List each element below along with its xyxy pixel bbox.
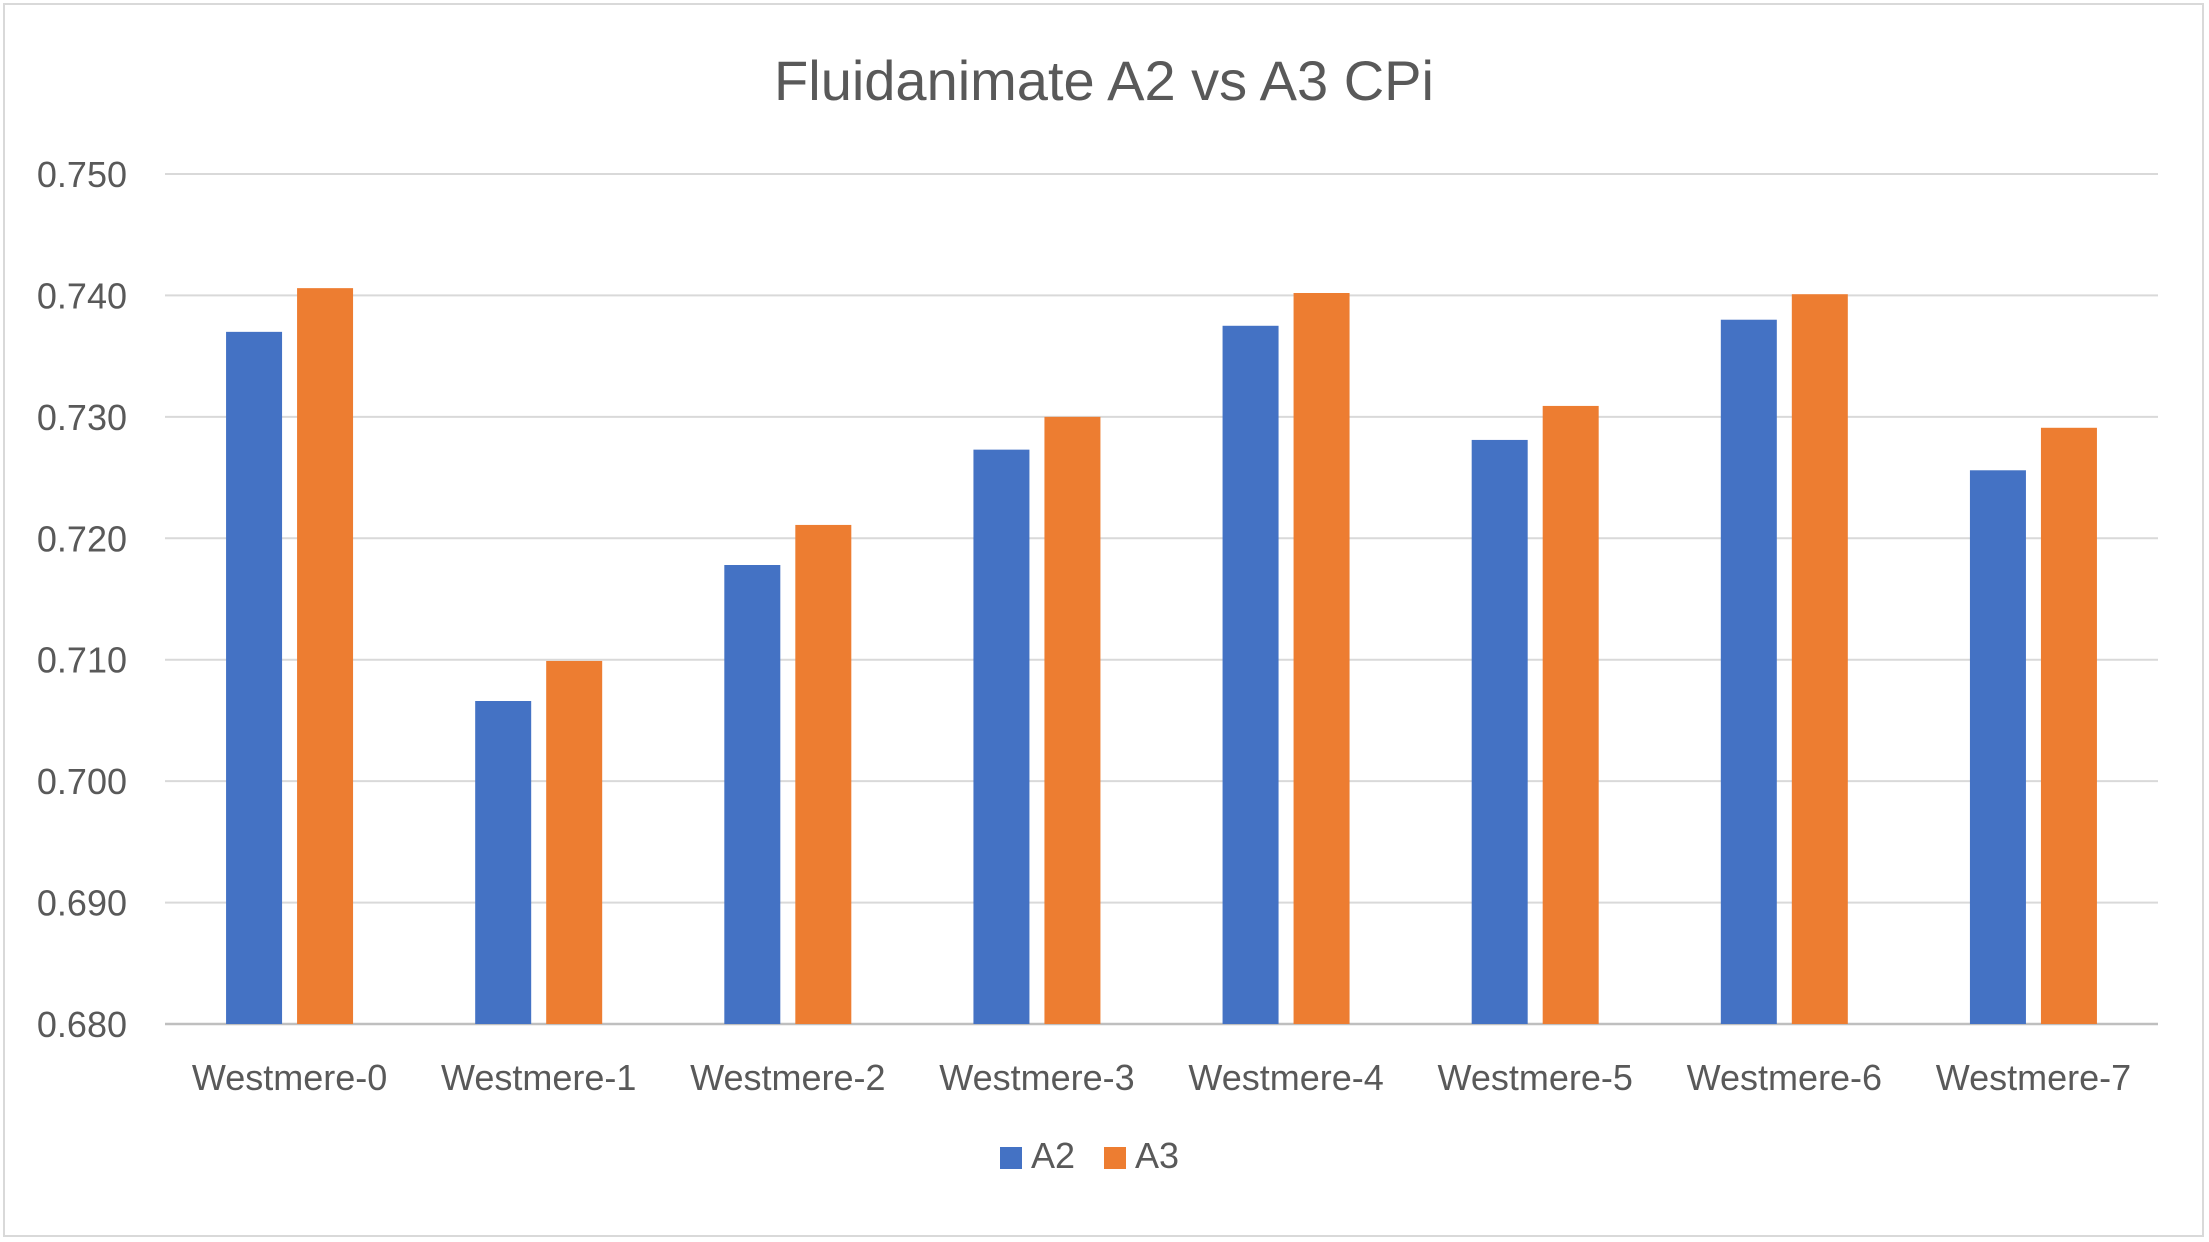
bar-a2-westmere-4	[1222, 325, 1279, 1024]
y-tick-label: 0.680	[37, 1004, 127, 1045]
y-tick-label: 0.700	[37, 761, 127, 802]
gridlines	[165, 173, 2158, 1026]
bar-a2-westmere-0	[226, 331, 283, 1024]
y-tick-label: 0.720	[37, 518, 127, 559]
x-axis-tick-labels: Westmere-0 Westmere-1 Westmere-2 Westmere-3…	[192, 1057, 2131, 1098]
bar-a3-westmere-4	[1293, 293, 1350, 1024]
y-tick-label: 0.730	[37, 397, 127, 438]
x-tick-label: Westmere-0	[192, 1057, 387, 1098]
y-tick-label: 0.740	[37, 275, 127, 316]
bars	[226, 288, 2097, 1025]
bar-a3-westmere-2	[795, 524, 852, 1024]
y-tick-label: 0.710	[37, 640, 127, 681]
bar-a2-westmere-2	[724, 565, 781, 1024]
bar-a2-westmere-1	[475, 701, 532, 1024]
x-tick-label: Westmere-5	[1437, 1057, 1632, 1098]
bar-a3-westmere-7	[2040, 427, 2097, 1024]
bar-a2-westmere-3	[973, 449, 1030, 1025]
x-tick-label: Westmere-7	[1936, 1057, 2131, 1098]
bar-a2-westmere-7	[1969, 470, 2026, 1024]
bar-a3-westmere-3	[1044, 416, 1101, 1024]
bar-a2-westmere-6	[1720, 319, 1777, 1024]
legend-label-a3: A3	[1135, 1135, 1179, 1176]
legend: A2 A3	[1000, 1135, 1179, 1176]
x-tick-label: Westmere-3	[939, 1057, 1134, 1098]
y-axis-tick-labels: 0.680 0.690 0.700 0.710 0.720 0.730 0.740 0.750	[37, 154, 127, 1045]
y-tick-label: 0.750	[37, 154, 127, 195]
legend-swatch-a3	[1104, 1147, 1126, 1169]
legend-swatch-a2	[1000, 1147, 1022, 1169]
bar-a3-westmere-1	[546, 660, 603, 1024]
bar-a3-westmere-6	[1791, 294, 1848, 1024]
x-tick-label: Westmere-1	[441, 1057, 636, 1098]
x-tick-label: Westmere-2	[690, 1057, 885, 1098]
chart-title: Fluidanimate A2 vs A3 CPi	[774, 49, 1434, 112]
bar-a3-westmere-0	[297, 288, 354, 1025]
bar-a3-westmere-5	[1542, 405, 1599, 1024]
x-tick-label: Westmere-4	[1188, 1057, 1383, 1098]
bar-a2-westmere-5	[1471, 439, 1528, 1024]
legend-label-a2: A2	[1031, 1135, 1075, 1176]
y-tick-label: 0.690	[37, 883, 127, 924]
x-tick-label: Westmere-6	[1687, 1057, 1882, 1098]
